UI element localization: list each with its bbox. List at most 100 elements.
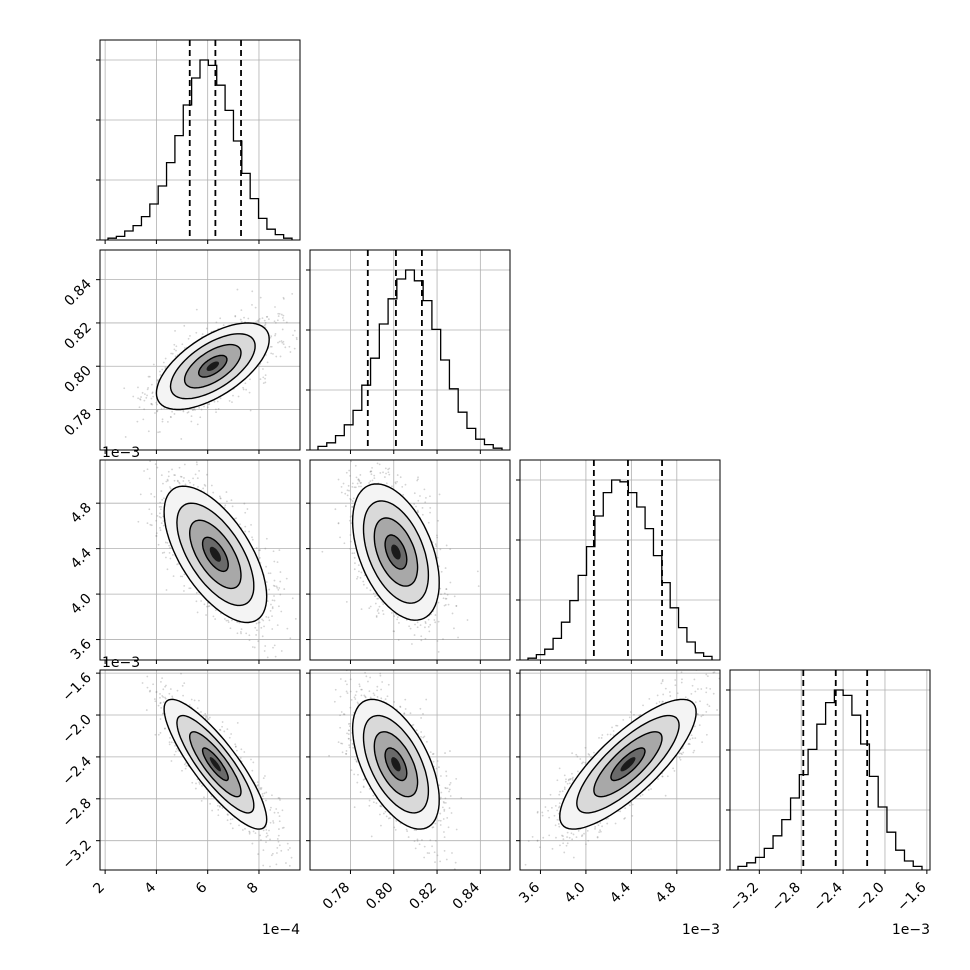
sample-point — [354, 562, 356, 565]
histogram-p3 — [527, 479, 713, 660]
sample-point — [427, 618, 430, 621]
sample-point — [151, 392, 154, 395]
sample-point — [203, 603, 206, 606]
sample-point — [236, 621, 239, 624]
sample-point — [280, 650, 283, 652]
sample-point — [349, 474, 352, 477]
sample-point — [192, 408, 195, 411]
sample-point — [196, 423, 199, 426]
sample-point — [449, 581, 452, 584]
sample-point — [155, 519, 158, 522]
sample-point — [169, 486, 171, 488]
sample-point — [392, 630, 395, 633]
sample-point — [171, 554, 174, 556]
sample-point — [200, 600, 203, 602]
sample-point — [377, 597, 380, 600]
sample-point — [123, 387, 126, 390]
sample-point — [202, 487, 205, 490]
sample-point — [213, 400, 216, 403]
sample-point — [166, 541, 169, 544]
sample-point — [293, 347, 296, 350]
sample-point — [147, 430, 150, 433]
sample-point — [369, 589, 372, 592]
sample-point — [161, 420, 164, 423]
sample-point — [150, 524, 153, 527]
sample-point — [212, 615, 215, 618]
contour-line — [362, 500, 430, 604]
sample-point — [416, 479, 419, 482]
sample-point — [143, 470, 145, 472]
sample-point — [424, 622, 427, 625]
sample-point — [276, 561, 279, 564]
sample-point — [159, 501, 161, 504]
sample-point — [198, 470, 200, 472]
sample-point — [417, 499, 420, 502]
sample-point — [444, 567, 447, 569]
sample-point — [340, 485, 343, 488]
sample-point — [276, 624, 279, 627]
sample-point — [264, 323, 267, 326]
sample-point — [351, 552, 354, 555]
sample-point — [179, 475, 182, 478]
sample-point — [227, 621, 230, 624]
x-offset-text: 1e−4 — [262, 922, 300, 938]
sample-point — [141, 682, 144, 684]
sample-point — [351, 505, 354, 508]
sample-point — [257, 319, 260, 322]
sample-point — [183, 590, 185, 592]
sample-point — [210, 484, 213, 487]
sample-point — [282, 297, 285, 300]
sample-point — [187, 479, 190, 482]
sample-point — [161, 552, 164, 554]
sample-point — [266, 361, 269, 364]
sample-point — [374, 602, 377, 605]
scatter-panel — [137, 439, 297, 659]
sample-point — [394, 482, 397, 485]
sample-point — [286, 627, 289, 630]
sample-point — [261, 317, 264, 319]
sample-point — [382, 613, 385, 616]
sample-point — [137, 520, 140, 523]
sample-point — [360, 442, 362, 444]
sample-point — [238, 621, 241, 624]
sample-point — [355, 476, 358, 479]
sample-point — [404, 483, 407, 486]
sample-point — [214, 609, 217, 612]
sample-point — [196, 611, 199, 614]
sample-point — [144, 393, 146, 396]
sample-point — [140, 439, 142, 441]
sample-point — [174, 330, 176, 332]
sample-point — [230, 499, 233, 502]
x-tick-label: 6 — [193, 879, 211, 897]
sample-point — [203, 405, 205, 408]
sample-point — [345, 471, 348, 474]
y-tick-label: 4.4 — [68, 545, 95, 572]
sample-point — [176, 480, 179, 483]
sample-point — [174, 474, 176, 477]
sample-point — [437, 650, 440, 653]
sample-point — [256, 320, 259, 322]
y-tick-label: 0.80 — [61, 363, 94, 396]
sample-point — [321, 550, 324, 553]
sample-point — [413, 503, 416, 505]
sample-point — [387, 468, 390, 471]
sample-point — [436, 640, 439, 642]
sample-point — [235, 517, 238, 520]
sample-point — [348, 469, 351, 472]
sample-point — [455, 605, 458, 607]
sample-point — [391, 485, 393, 488]
sample-point — [369, 470, 372, 473]
sample-point — [251, 290, 254, 293]
sample-point — [230, 619, 233, 622]
sample-point — [427, 521, 430, 524]
sample-point — [351, 500, 354, 502]
sample-point — [146, 394, 148, 397]
sample-point — [262, 376, 265, 379]
sample-point — [192, 484, 195, 486]
sample-point — [205, 327, 208, 330]
sample-point — [191, 409, 194, 411]
sample-point — [181, 343, 184, 346]
sample-point — [162, 520, 165, 522]
sample-point — [256, 629, 258, 632]
sample-point — [424, 637, 427, 640]
